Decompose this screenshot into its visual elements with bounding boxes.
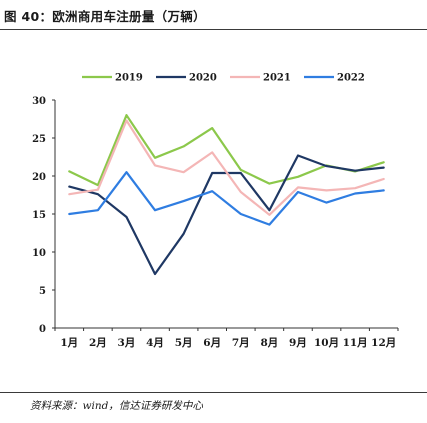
x-tick-label: 11月 [343, 337, 368, 349]
title-rule [0, 29, 427, 30]
source-note: 资料来源：wind，信达证券研发中心 [30, 400, 203, 412]
x-tick-label: 3月 [118, 337, 136, 349]
y-tick-label: 30 [32, 96, 46, 107]
x-tick-label: 4月 [146, 337, 164, 349]
y-tick-label: 20 [32, 172, 46, 183]
chart-series [68, 114, 385, 276]
chart-legend: 2019 2020 2021 2022 [82, 73, 365, 84]
series-line-2021 [68, 119, 385, 216]
x-tick-label: 7月 [232, 337, 250, 349]
chart-axes: 0 5 10 15 20 25 30 1月 2月 3月 4月 5月 6月 7月 8月 9月 10月 11月 12月 [32, 96, 399, 349]
legend-label-2022: 2022 [337, 73, 365, 84]
y-tick-label: 0 [39, 324, 46, 335]
x-tick-label: 1月 [60, 337, 78, 349]
y-tick-label: 5 [39, 286, 46, 297]
legend-label-2020: 2020 [189, 73, 217, 84]
y-tick-label: 10 [32, 248, 46, 259]
x-tick-label: 8月 [260, 337, 278, 349]
legend-label-2019: 2019 [115, 73, 143, 84]
x-tick-label: 10月 [314, 337, 339, 349]
legend-label-2021: 2021 [263, 73, 291, 84]
x-tick-label: 6月 [203, 337, 221, 349]
y-tick-label: 15 [32, 210, 46, 221]
series-line-2022 [68, 171, 385, 226]
x-tick-label: 5月 [175, 337, 193, 349]
x-tick-label: 12月 [371, 337, 396, 349]
x-tick-label: 9月 [289, 337, 307, 349]
series-line-2019 [68, 114, 385, 187]
y-tick-label: 25 [32, 134, 46, 145]
chart-title: 图 40：欧洲商用车注册量（万辆） [4, 9, 206, 24]
x-tick-label: 2月 [89, 337, 107, 349]
source-rule [0, 392, 427, 393]
